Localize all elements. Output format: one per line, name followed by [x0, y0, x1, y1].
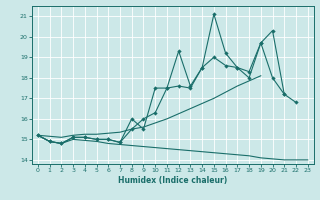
X-axis label: Humidex (Indice chaleur): Humidex (Indice chaleur) — [118, 176, 228, 185]
